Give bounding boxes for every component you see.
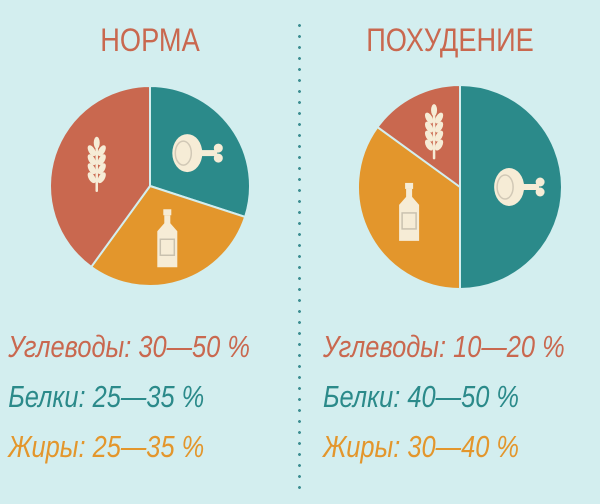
- ham-icon: [494, 168, 545, 206]
- legend-carbs-weight-loss: Углеводы: 10—20 %: [322, 329, 565, 364]
- panel-weight-loss: ПОХУДЕНИЕ Углеводы: 10—20 % Белки: 40—50…: [300, 0, 600, 504]
- legend-weight-loss: Углеводы: 10—20 % Белки: 40—50 % Жиры: 3…: [300, 322, 600, 472]
- legend-protein-weight-loss: Белки: 40—50 %: [322, 379, 520, 414]
- bottle-icon: [157, 209, 178, 268]
- bottle-icon: [399, 182, 420, 241]
- pie-chart-weight-loss: [357, 83, 563, 291]
- legend-carbs-norm: Углеводы: 30—50 %: [8, 329, 250, 364]
- legend-fat-weight-loss: Жиры: 30—40 %: [322, 429, 520, 464]
- panel-title-weight-loss: ПОХУДЕНИЕ: [366, 22, 534, 58]
- wheat-icon: [87, 136, 106, 192]
- wheat-icon: [424, 104, 444, 160]
- legend-norm: Углеводы: 30—50 % Белки: 25—35 % Жиры: 2…: [0, 322, 300, 472]
- panel-title-norm: НОРМА: [100, 22, 200, 58]
- ham-icon: [172, 134, 223, 173]
- pie-slice-carbs: [376, 83, 461, 189]
- legend-fat-norm: Жиры: 25—35 %: [8, 429, 205, 464]
- pie-chart-norm: [49, 84, 251, 287]
- panel-norm: НОРМА Углеводы: 30—50 % Белки: 25—35 % Ж…: [0, 22, 300, 472]
- dotted-divider: [298, 20, 301, 490]
- legend-protein-norm: Белки: 25—35 %: [8, 379, 205, 414]
